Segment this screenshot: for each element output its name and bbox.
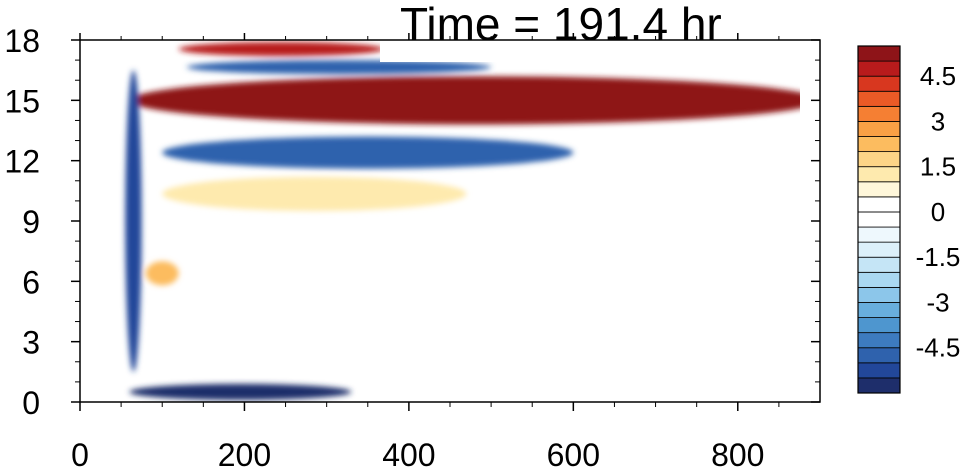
colorbar-swatch (857, 271, 901, 288)
colorbar-swatch (857, 75, 901, 92)
colorbar-swatch (857, 286, 901, 303)
colorbar-label: -1.5 (916, 242, 961, 272)
colorbar-swatch (857, 362, 901, 379)
field-region (145, 261, 179, 286)
colorbar-swatch (857, 332, 901, 349)
colorbar-label: -3 (926, 287, 949, 317)
colorbar-swatch (857, 302, 901, 318)
y-tick-label: 3 (22, 325, 40, 361)
y-tick-label: 18 (4, 23, 40, 59)
x-tick-label: 0 (71, 437, 89, 473)
colorbar-swatch (857, 105, 901, 122)
colorbar: 4.5 3 1.5 0 -1.5 -3 -4.5 (857, 45, 961, 394)
colorbar-swatch (857, 136, 901, 153)
colorbar-swatch (857, 121, 901, 137)
field-region (125, 70, 142, 372)
field-region (178, 42, 385, 57)
colorbar-swatch (857, 181, 901, 198)
title-backdrop (380, 0, 800, 62)
field-region (162, 176, 467, 211)
x-tick-label: 400 (382, 437, 435, 473)
colorbar-swatch (857, 90, 901, 107)
y-tick-label: 9 (22, 204, 40, 240)
heatmap-field (125, 42, 800, 400)
colorbar-swatch (857, 317, 901, 334)
x-tick-label: 600 (547, 437, 600, 473)
colorbar-label: 3 (931, 106, 945, 136)
colorbar-swatch (857, 166, 901, 183)
colorbar-swatch (857, 377, 901, 394)
colorbar-frame (857, 45, 901, 394)
colorbar-label: 1.5 (920, 152, 956, 182)
colorbar-label: -4.5 (916, 333, 961, 363)
field-region (162, 136, 574, 169)
chart-title: Time = 191.4 hr (400, 0, 722, 50)
colorbar-label: 0 (931, 197, 945, 227)
colorbar-swatch (857, 211, 901, 228)
y-tick-label: 6 (22, 264, 40, 300)
y-tick-label: 0 (22, 385, 40, 421)
x-tick-label: 200 (218, 437, 271, 473)
colorbar-label: 4.5 (920, 61, 956, 91)
colorbar-swatch (857, 151, 901, 168)
colorbar-swatch (857, 196, 901, 213)
colorbar-swatch (857, 60, 901, 77)
axes: 0 200 400 600 800 0 3 6 9 12 15 18 (4, 23, 820, 473)
y-tick-label: 15 (4, 83, 40, 119)
y-tick-label: 12 (4, 144, 40, 180)
colorbar-swatch (857, 45, 901, 62)
colorbar-swatch (857, 241, 901, 258)
field-region (129, 383, 352, 400)
x-tick-label: 800 (711, 437, 764, 473)
colorbar-swatch (857, 226, 901, 243)
field-region (186, 60, 492, 75)
field-region (129, 76, 800, 125)
colorbar-swatch (857, 256, 901, 273)
colorbar-swatch (857, 347, 901, 364)
